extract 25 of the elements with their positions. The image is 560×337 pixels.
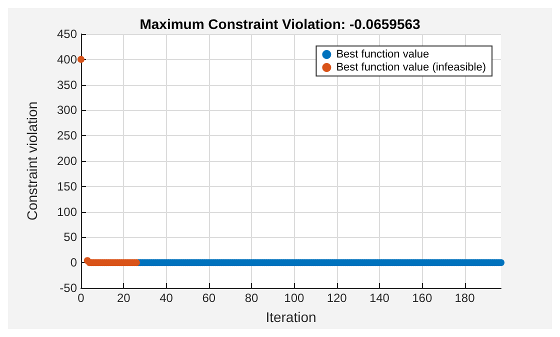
y-tick-label: 150 (56, 179, 78, 194)
x-axis-title: Iteration (266, 309, 316, 325)
y-tick-label: 0 (70, 256, 78, 270)
x-tick-label: 140 (369, 291, 390, 305)
y-tick-label: 400 (56, 52, 78, 66)
x-tick-label: 40 (160, 291, 174, 305)
y-tick-label: 200 (56, 154, 78, 168)
y-tick-label: 250 (56, 128, 78, 143)
y-tick-label: 350 (56, 78, 78, 92)
y-axis-title: Constraint violation (24, 101, 40, 221)
x-tick-label: 80 (244, 291, 259, 305)
x-tick-label: 120 (326, 291, 348, 305)
x-tick-label: 160 (412, 291, 432, 305)
x-tick-label: 60 (202, 291, 216, 305)
x-tick-label: 100 (284, 291, 305, 305)
y-tick-label: -50 (60, 281, 78, 295)
legend-label: Best function value (336, 48, 430, 60)
y-tick-label: 300 (56, 103, 78, 118)
y-tick-label: 100 (56, 204, 78, 219)
legend-label: Best function value (infeasible) (336, 62, 486, 74)
chart-title: Maximum Constraint Violation: -0.0659563 (140, 16, 421, 32)
y-tick-label: 50 (64, 230, 78, 244)
y-tick-label: 450 (56, 27, 78, 41)
x-tick-label: 20 (116, 291, 131, 305)
x-tick-label: 180 (454, 291, 476, 305)
